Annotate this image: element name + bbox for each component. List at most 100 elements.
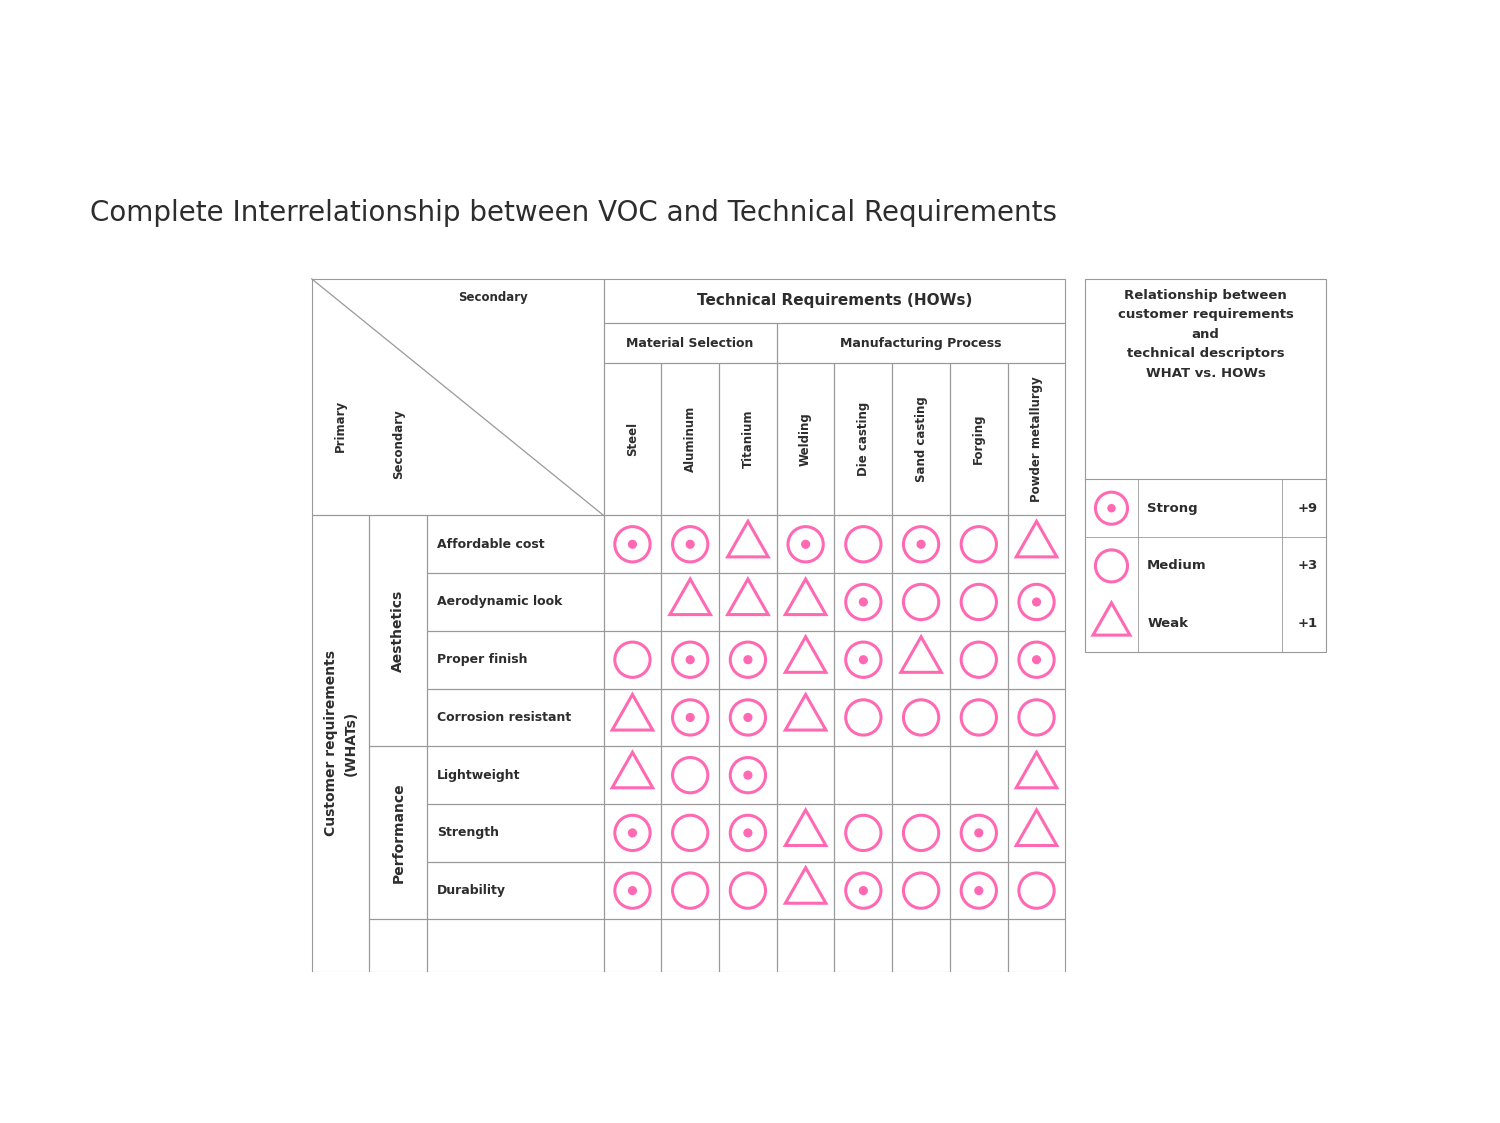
- Bar: [950, 515, 1008, 573]
- Text: Secondary: Secondary: [392, 410, 405, 480]
- Circle shape: [1032, 656, 1041, 664]
- Bar: [718, 515, 777, 573]
- Text: Die casting: Die casting: [856, 402, 870, 476]
- Bar: [427, 747, 603, 804]
- Bar: [777, 920, 834, 971]
- Bar: [603, 573, 662, 631]
- Bar: [777, 631, 834, 688]
- Text: Medium: Medium: [1148, 559, 1208, 573]
- Bar: [777, 747, 834, 804]
- Bar: [1008, 363, 1065, 515]
- Circle shape: [628, 829, 636, 837]
- Text: +3: +3: [1298, 559, 1318, 573]
- Text: Complete Interrelationship between VOC and Technical Requirements: Complete Interrelationship between VOC a…: [90, 199, 1056, 227]
- Text: Relationship between
customer requirements
and
technical descriptors
WHAT vs. HO: Relationship between customer requiremen…: [1118, 289, 1293, 380]
- Bar: [603, 631, 662, 688]
- Bar: [1008, 515, 1065, 573]
- Circle shape: [1108, 504, 1114, 512]
- Bar: [603, 861, 662, 920]
- Bar: [662, 688, 718, 747]
- Bar: [834, 573, 892, 631]
- Circle shape: [687, 713, 694, 721]
- Text: Corrosion resistant: Corrosion resistant: [436, 711, 572, 724]
- Bar: [1008, 804, 1065, 861]
- Bar: [834, 631, 892, 688]
- Bar: [1008, 861, 1065, 920]
- Bar: [777, 363, 834, 515]
- Bar: [892, 363, 950, 515]
- Bar: [427, 861, 603, 920]
- Bar: [718, 631, 777, 688]
- Text: Customer requirements
(WHATs): Customer requirements (WHATs): [324, 650, 357, 837]
- Text: Aerodynamic look: Aerodynamic look: [436, 595, 562, 609]
- Circle shape: [744, 829, 752, 837]
- Circle shape: [628, 540, 636, 548]
- Circle shape: [1032, 599, 1041, 606]
- Bar: [603, 279, 1065, 323]
- Bar: [1008, 573, 1065, 631]
- Bar: [1008, 747, 1065, 804]
- Bar: [369, 515, 428, 747]
- Bar: [950, 573, 1008, 631]
- Circle shape: [916, 540, 926, 548]
- Text: Titanium: Titanium: [741, 410, 754, 468]
- Bar: [892, 804, 950, 861]
- Text: Strong: Strong: [1148, 502, 1198, 514]
- Bar: [603, 323, 777, 363]
- Bar: [662, 363, 718, 515]
- Bar: [603, 804, 662, 861]
- Bar: [427, 631, 603, 688]
- Bar: [834, 688, 892, 747]
- Circle shape: [975, 887, 982, 895]
- Bar: [603, 363, 662, 515]
- Bar: [892, 515, 950, 573]
- Circle shape: [687, 540, 694, 548]
- Text: Aluminum: Aluminum: [684, 407, 696, 473]
- Bar: [662, 631, 718, 688]
- Text: Strength: Strength: [436, 827, 500, 839]
- Bar: [777, 688, 834, 747]
- Bar: [950, 747, 1008, 804]
- Bar: [718, 363, 777, 515]
- Text: Durability: Durability: [436, 884, 506, 897]
- Text: Manufacturing Process: Manufacturing Process: [840, 337, 1002, 349]
- Text: +1: +1: [1298, 618, 1318, 630]
- Bar: [834, 747, 892, 804]
- Bar: [1008, 688, 1065, 747]
- Bar: [892, 861, 950, 920]
- Bar: [662, 515, 718, 573]
- Bar: [834, 363, 892, 515]
- Bar: [950, 861, 1008, 920]
- Bar: [892, 573, 950, 631]
- Bar: [312, 515, 369, 971]
- Circle shape: [859, 599, 867, 606]
- Bar: [834, 804, 892, 861]
- Text: Proper finish: Proper finish: [436, 654, 528, 666]
- Text: Material Selection: Material Selection: [627, 337, 754, 349]
- Bar: [950, 920, 1008, 971]
- Bar: [427, 688, 603, 747]
- Bar: [1086, 279, 1326, 652]
- Bar: [603, 747, 662, 804]
- Bar: [427, 515, 603, 573]
- Text: Technical Requirements (HOWs): Technical Requirements (HOWs): [698, 293, 972, 309]
- Bar: [603, 688, 662, 747]
- Text: Powder metallurgy: Powder metallurgy: [1030, 376, 1042, 502]
- Bar: [892, 631, 950, 688]
- Circle shape: [801, 540, 810, 548]
- Bar: [718, 573, 777, 631]
- Bar: [603, 920, 662, 971]
- Circle shape: [744, 713, 752, 721]
- Circle shape: [687, 656, 694, 664]
- Bar: [718, 804, 777, 861]
- Text: +9: +9: [1298, 502, 1318, 514]
- Bar: [427, 804, 603, 861]
- Bar: [427, 573, 603, 631]
- Text: Aesthetics: Aesthetics: [392, 590, 405, 672]
- Text: Performance: Performance: [392, 783, 405, 883]
- Bar: [369, 920, 428, 971]
- Circle shape: [975, 829, 982, 837]
- Bar: [427, 920, 603, 971]
- Bar: [777, 515, 834, 573]
- Bar: [718, 747, 777, 804]
